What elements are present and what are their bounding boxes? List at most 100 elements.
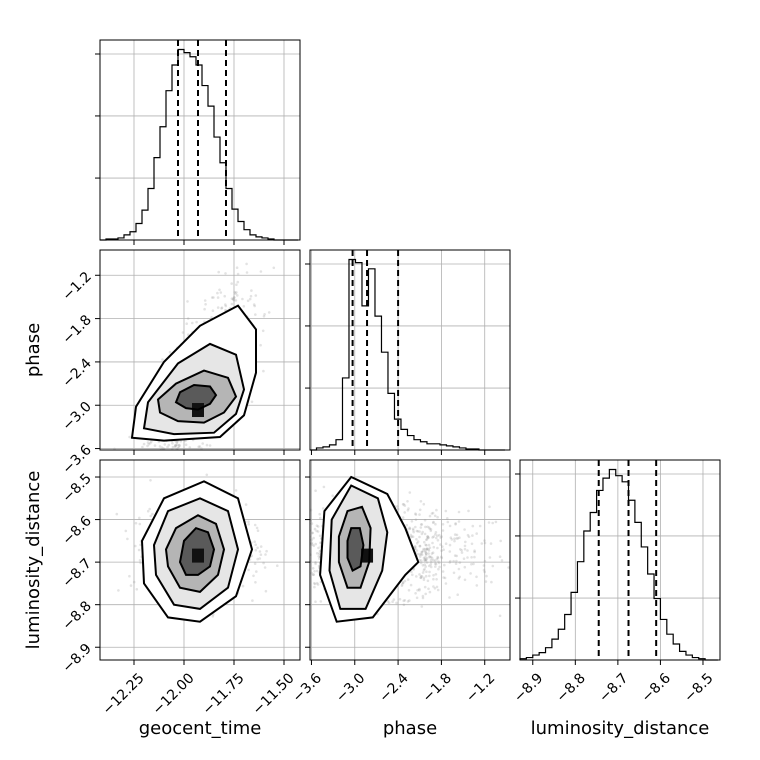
scatter-point bbox=[498, 614, 502, 618]
scatter-point bbox=[259, 270, 263, 273]
scatter-point bbox=[418, 508, 422, 512]
scatter-point bbox=[254, 548, 258, 552]
scatter-point bbox=[264, 589, 268, 593]
scatter-point bbox=[231, 297, 235, 301]
scatter-point bbox=[444, 542, 448, 545]
scatter-point bbox=[174, 451, 177, 454]
scatter-point bbox=[258, 550, 262, 553]
scatter-point bbox=[471, 534, 474, 537]
scatter-point bbox=[177, 445, 181, 449]
scatter-point bbox=[427, 543, 431, 547]
scatter-point bbox=[424, 552, 428, 555]
scatter-point bbox=[267, 311, 271, 314]
y-tick-label-luminosity_distance: −8.6 bbox=[59, 513, 94, 548]
scatter-point bbox=[419, 576, 423, 580]
scatter-point bbox=[408, 527, 411, 531]
scatter-point bbox=[246, 299, 250, 303]
scatter-point bbox=[185, 322, 188, 326]
scatter-point bbox=[434, 533, 437, 536]
scatter-point bbox=[316, 525, 320, 528]
scatter-point bbox=[419, 576, 422, 579]
scatter-point bbox=[169, 454, 172, 457]
scatter-point bbox=[303, 549, 306, 552]
scatter-point bbox=[484, 580, 488, 583]
scatter-point bbox=[316, 530, 320, 533]
scatter-point bbox=[487, 521, 491, 524]
scatter-point bbox=[432, 577, 435, 581]
scatter-point bbox=[427, 548, 430, 551]
scatter-point bbox=[137, 548, 141, 552]
scatter-point bbox=[433, 559, 437, 562]
scatter-point bbox=[432, 558, 435, 562]
scatter-point bbox=[418, 555, 422, 558]
y-tick-label-phase: −3.6 bbox=[59, 442, 94, 477]
scatter-point bbox=[423, 563, 427, 566]
scatter-point bbox=[414, 547, 417, 550]
plot-layer: −8.9 −8.8 −8.7 −8.6 −8.5−3.6−3.0−2.4−1.8−1.2… bbox=[59, 39, 721, 718]
scatter-point bbox=[167, 454, 170, 457]
scatter-point bbox=[254, 543, 257, 546]
scatter-point bbox=[420, 575, 424, 578]
scatter-point bbox=[483, 559, 487, 563]
scatter-point bbox=[419, 500, 423, 503]
pair-2-frame bbox=[309, 459, 511, 661]
scatter-point bbox=[437, 561, 441, 565]
scatter-point bbox=[422, 578, 426, 582]
scatter-point bbox=[317, 552, 321, 555]
scatter-point bbox=[457, 577, 461, 580]
scatter-point bbox=[467, 509, 470, 513]
scatter-point bbox=[436, 588, 440, 592]
contour-level-2 bbox=[328, 484, 389, 610]
scatter-point bbox=[436, 556, 440, 560]
scatter-point bbox=[302, 552, 305, 555]
scatter-point bbox=[143, 451, 146, 454]
scatter-point bbox=[457, 520, 461, 523]
scatter-point bbox=[436, 555, 440, 559]
scatter-point bbox=[428, 574, 431, 578]
scatter-point bbox=[424, 565, 428, 568]
scatter-point bbox=[313, 527, 317, 531]
scatter-point bbox=[235, 291, 238, 294]
scatter-point bbox=[204, 303, 207, 306]
scatter-point bbox=[491, 521, 495, 525]
scatter-point bbox=[263, 566, 267, 569]
scatter-point bbox=[432, 545, 436, 549]
scatter-point bbox=[431, 551, 435, 554]
scatter-point bbox=[425, 558, 428, 561]
scatter-point bbox=[145, 486, 148, 489]
scatter-point bbox=[149, 486, 152, 489]
scatter-point bbox=[254, 294, 258, 297]
scatter-point bbox=[164, 470, 167, 473]
scatter-point bbox=[429, 527, 433, 531]
scatter-point bbox=[235, 283, 238, 287]
scatter-point bbox=[141, 445, 144, 449]
scatter-point bbox=[211, 615, 215, 618]
scatter-point bbox=[175, 443, 179, 447]
scatter-point bbox=[132, 580, 136, 584]
scatter-point bbox=[232, 298, 236, 302]
y-tick-label-phase: −2.4 bbox=[59, 355, 94, 390]
scatter-point bbox=[149, 470, 152, 473]
scatter-point bbox=[146, 444, 149, 448]
scatter-point bbox=[281, 535, 284, 538]
scatter-point bbox=[425, 561, 429, 564]
scatter-point bbox=[310, 542, 313, 546]
scatter-point bbox=[264, 553, 267, 556]
scatter-point bbox=[449, 559, 452, 563]
scatter-point bbox=[271, 574, 274, 577]
scatter-point bbox=[423, 567, 426, 571]
scatter-point bbox=[449, 536, 453, 539]
scatter-point bbox=[276, 564, 279, 567]
scatter-point bbox=[422, 576, 426, 580]
scatter-point bbox=[175, 441, 178, 444]
scatter-point bbox=[142, 510, 145, 513]
scatter-point bbox=[253, 540, 256, 543]
scatter-point bbox=[162, 457, 165, 460]
scatter-point bbox=[143, 478, 146, 481]
scatter-point bbox=[483, 570, 487, 574]
scatter-point bbox=[454, 523, 457, 526]
scatter-point bbox=[448, 524, 452, 528]
scatter-point bbox=[483, 541, 487, 545]
scatter-point bbox=[220, 306, 224, 310]
scatter-point bbox=[435, 585, 439, 589]
